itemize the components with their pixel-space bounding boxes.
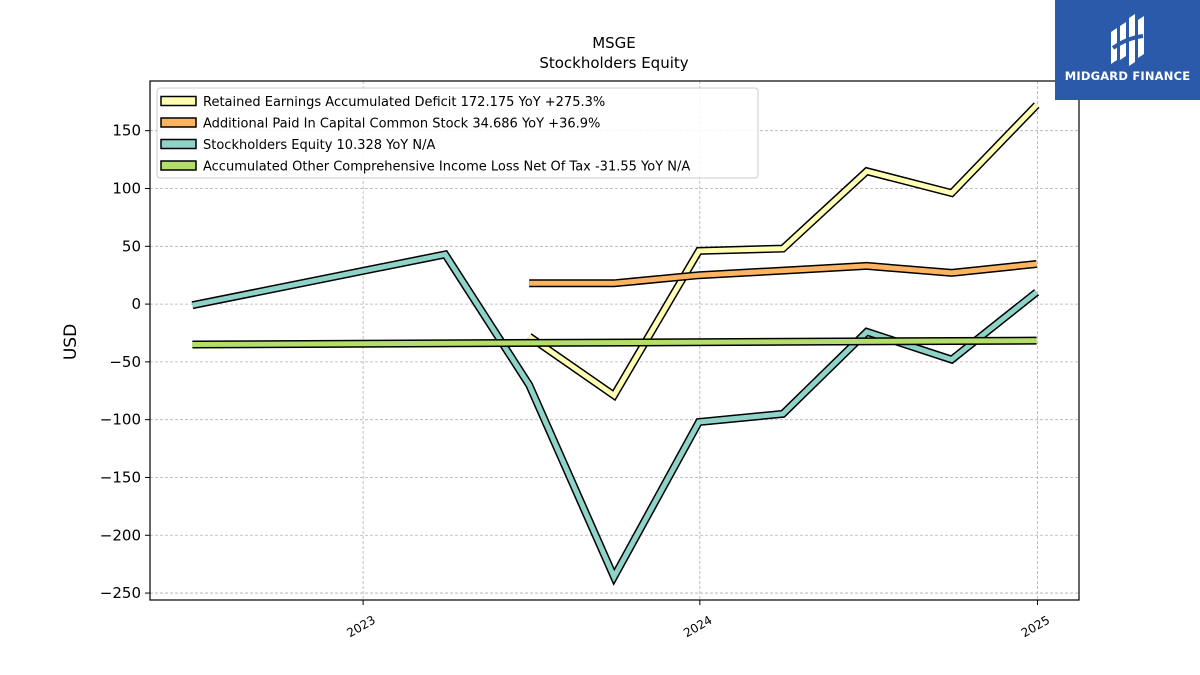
series-stroke	[192, 338, 1037, 347]
y-axis-label: USD	[61, 324, 81, 360]
series-line	[526, 102, 1040, 402]
y-tick-label: −100	[100, 411, 141, 429]
x-tick-label: 2023	[344, 613, 377, 640]
plot-frame	[149, 80, 1080, 601]
series-stroke	[191, 251, 1039, 583]
series-line	[529, 260, 1038, 288]
series-stroke	[529, 261, 1037, 286]
y-tick-label: −200	[100, 526, 141, 544]
y-tick-label: −250	[100, 584, 141, 602]
brand-logo: MIDGARD FINANCE	[1055, 0, 1200, 100]
legend-entry: Accumulated Other Comprehensive Income L…	[203, 160, 690, 175]
y-tick-label: −50	[109, 353, 141, 371]
legend-entry: Retained Earnings Accumulated Deficit 17…	[203, 95, 605, 110]
midgard-logo-icon	[1111, 14, 1144, 66]
legend-swatch	[160, 117, 197, 128]
legend-entry: Additional Paid In Capital Common Stock …	[203, 117, 600, 132]
chart-title: MSGE	[592, 34, 636, 52]
legend-swatch	[160, 160, 197, 171]
y-tick-label: −150	[100, 468, 141, 486]
x-tick-label: 2025	[1019, 613, 1052, 640]
series-stroke	[527, 103, 1039, 399]
brand-name: MIDGARD FINANCE	[1064, 69, 1191, 83]
legend-swatch	[160, 138, 197, 150]
y-tick-label: 50	[122, 237, 141, 255]
series-line	[192, 336, 1037, 349]
series-line	[191, 249, 1040, 586]
legend-entry: Stockholders Equity 10.328 YoY N/A	[203, 138, 435, 153]
chart-subtitle: Stockholders Equity	[539, 54, 688, 72]
legend: Retained Earnings Accumulated Deficit 17…	[156, 87, 759, 179]
series-outline	[191, 249, 1040, 586]
plot-area	[191, 102, 1040, 586]
y-tick-label: 100	[112, 179, 141, 197]
axes: 150 100 50 0 −50 −100 −150 −200 −250 2023 2024 2025	[100, 122, 1052, 641]
legend-swatch	[160, 95, 197, 107]
y-tick-label: 0	[131, 295, 141, 313]
x-tick-label: 2024	[681, 613, 714, 640]
legend-box	[156, 87, 759, 179]
y-tick-label: 150	[112, 122, 141, 140]
